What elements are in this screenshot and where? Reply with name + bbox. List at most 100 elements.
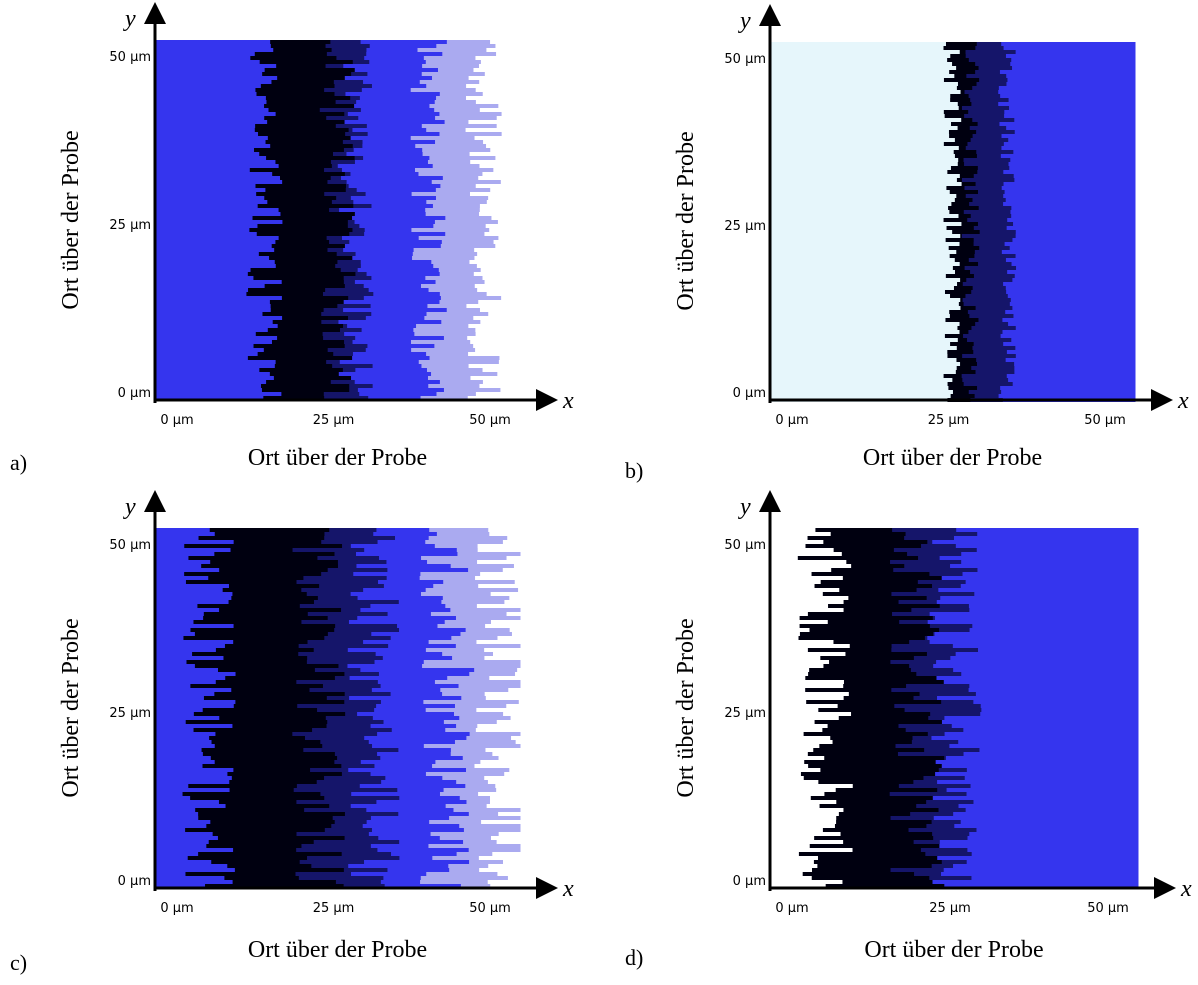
texture-segment xyxy=(371,688,441,692)
texture-segment xyxy=(484,280,521,284)
texture-segment xyxy=(263,348,329,352)
texture-segment xyxy=(155,132,259,136)
texture-segment xyxy=(298,652,377,656)
texture-segment xyxy=(941,764,1139,768)
texture-segment xyxy=(155,852,199,856)
texture-segment xyxy=(963,210,1011,214)
texture-segment xyxy=(439,92,484,96)
texture-segment xyxy=(155,236,280,240)
texture-segment xyxy=(770,158,959,162)
y-tick-label: 0 µm xyxy=(118,386,151,401)
texture-segment xyxy=(431,260,470,264)
texture-segment xyxy=(257,352,334,356)
texture-segment xyxy=(475,328,521,332)
texture-segment xyxy=(770,736,831,740)
texture-segment xyxy=(944,716,1139,720)
texture-segment xyxy=(423,700,520,704)
texture-segment xyxy=(270,144,354,148)
texture-segment xyxy=(823,540,928,544)
texture-segment xyxy=(923,776,966,780)
texture-segment xyxy=(813,860,943,864)
texture-segment xyxy=(155,780,230,784)
texture-segment xyxy=(250,56,337,60)
texture-segment xyxy=(496,116,521,120)
texture-segment xyxy=(851,712,931,716)
texture-segment xyxy=(218,668,316,672)
texture-segment xyxy=(370,844,429,848)
texture-segment xyxy=(944,290,972,294)
texture-segment xyxy=(353,148,423,152)
texture-segment xyxy=(155,260,276,264)
texture-segment xyxy=(770,792,825,796)
texture-segment xyxy=(155,208,280,212)
texture-segment xyxy=(892,612,931,616)
texture-segment xyxy=(266,380,332,384)
texture-segment xyxy=(770,222,962,226)
texture-segment xyxy=(443,580,516,584)
texture-segment xyxy=(420,876,509,880)
texture-segment xyxy=(1008,162,1136,166)
texture-segment xyxy=(427,376,471,380)
y-axis-title: Ort über der Probe xyxy=(673,618,699,797)
texture-segment xyxy=(770,676,806,680)
texture-segment xyxy=(947,58,970,62)
texture-segment xyxy=(971,290,1007,294)
texture-segment xyxy=(977,190,1006,194)
texture-segment xyxy=(964,162,1010,166)
texture-segment xyxy=(155,52,256,56)
texture-segment xyxy=(155,580,187,584)
texture-segment xyxy=(770,652,846,656)
texture-segment xyxy=(967,142,1005,146)
texture-segment xyxy=(395,536,430,540)
texture-segment xyxy=(770,346,958,350)
texture-segment xyxy=(460,884,491,888)
texture-segment xyxy=(379,556,422,560)
texture-segment xyxy=(817,864,933,868)
texture-segment xyxy=(155,588,224,592)
y-tick-label: 25 µm xyxy=(724,219,766,234)
texture-segment xyxy=(963,334,1002,338)
texture-segment xyxy=(433,224,487,228)
texture-segment xyxy=(420,284,476,288)
texture-segment xyxy=(360,668,475,672)
texture-segment xyxy=(799,624,931,628)
texture-segment xyxy=(805,544,922,548)
texture-segment xyxy=(357,268,440,272)
texture-segment xyxy=(1008,98,1136,102)
texture-segment xyxy=(477,724,521,728)
texture-segment xyxy=(347,112,440,116)
texture-segment xyxy=(333,80,364,84)
texture-segment xyxy=(939,556,1139,560)
texture-segment xyxy=(252,216,353,220)
texture-segment xyxy=(1004,190,1136,194)
texture-segment xyxy=(212,832,297,836)
texture-segment xyxy=(1001,186,1136,190)
texture-segment xyxy=(507,876,521,880)
texture-segment xyxy=(439,272,475,276)
texture-segment xyxy=(961,182,977,186)
texture-segment xyxy=(356,100,436,104)
texture-segment xyxy=(336,252,357,256)
texture-segment xyxy=(889,792,968,796)
texture-segment xyxy=(770,528,816,532)
texture-segment xyxy=(968,604,1139,608)
texture-segment xyxy=(1004,114,1136,118)
texture-segment xyxy=(363,284,422,288)
texture-segment xyxy=(371,828,465,832)
texture-segment xyxy=(976,42,1002,46)
texture-segment xyxy=(489,796,521,800)
texture-segment xyxy=(962,378,1009,382)
texture-segment xyxy=(770,394,952,398)
texture-segment xyxy=(310,768,349,772)
texture-segment xyxy=(474,668,518,672)
texture-segment xyxy=(980,712,1139,716)
texture-segment xyxy=(835,788,938,792)
x-arrow xyxy=(536,389,558,411)
texture-segment xyxy=(770,226,948,230)
texture-segment xyxy=(962,178,1015,182)
texture-segment xyxy=(155,360,277,364)
texture-segment xyxy=(155,812,199,816)
texture-segment xyxy=(155,348,265,352)
texture-segment xyxy=(344,244,442,248)
texture-segment xyxy=(949,134,974,138)
